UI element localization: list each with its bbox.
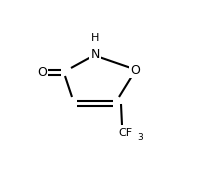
- Text: N: N: [90, 48, 100, 61]
- Text: CF: CF: [118, 128, 132, 138]
- Text: 3: 3: [137, 132, 143, 142]
- Text: O: O: [130, 64, 140, 76]
- Text: H: H: [91, 33, 99, 43]
- Text: O: O: [37, 65, 47, 79]
